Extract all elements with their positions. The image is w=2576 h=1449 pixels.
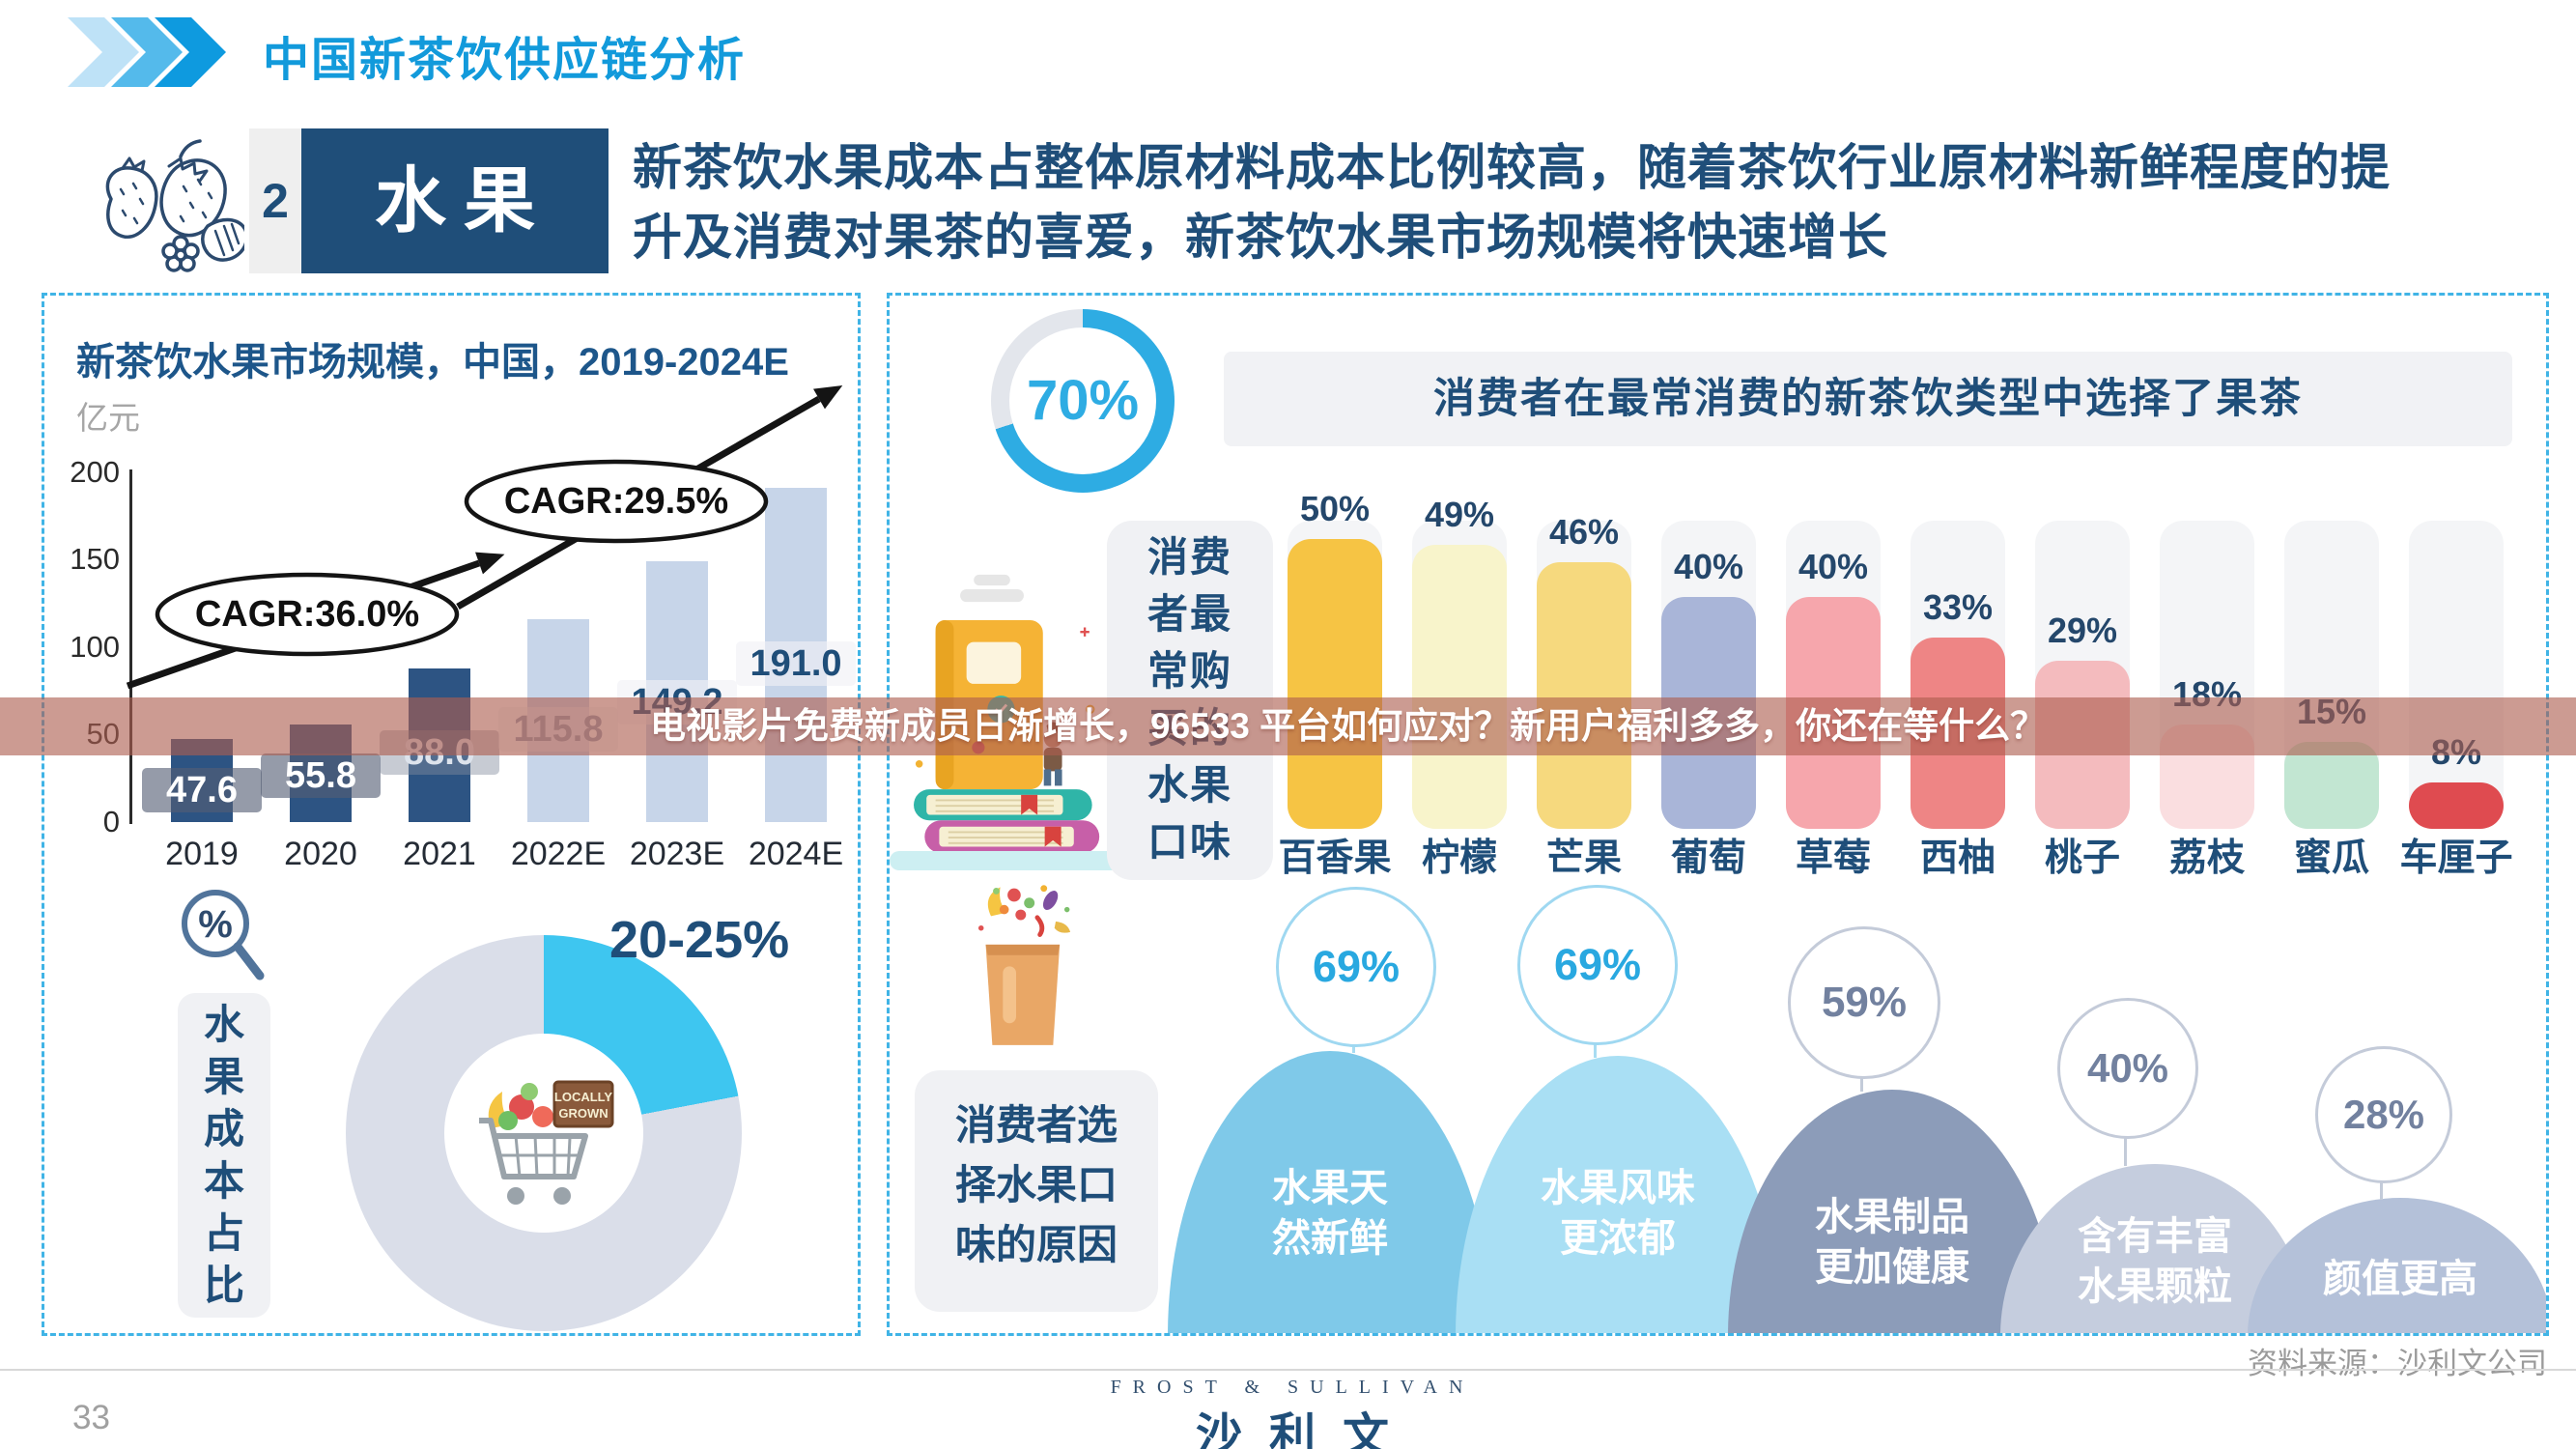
y-axis-line bbox=[129, 469, 132, 824]
dome-pulp-label: 含有丰富 水果颗粒 bbox=[2078, 1215, 2232, 1308]
name-lemon: 柠檬 bbox=[1421, 838, 1497, 879]
reason-circle-2: 69% bbox=[1517, 885, 1678, 1045]
watermark-banner: 电视影片免费新成员日渐增长，96533 平台如何应对？新用户福利多多，你还在等什… bbox=[0, 697, 2576, 755]
x-label-2019: 2019 bbox=[165, 836, 239, 872]
dome-health-label: 水果制品 更加健康 bbox=[1815, 1196, 1969, 1289]
chevron-arrows-icon bbox=[68, 17, 226, 87]
reason-pct-2: 69% bbox=[1553, 940, 1642, 989]
x-label-2023e: 2023E bbox=[629, 836, 725, 872]
fruit-bar-cherry bbox=[2409, 782, 2504, 829]
watermark-text: 电视影片免费新成员日渐增长，96533 平台如何应对？新用户福利多多，你还在等什… bbox=[650, 706, 2047, 746]
cost-share-box: 水 果 成 本 占 比 bbox=[178, 993, 270, 1318]
footer-logo-en: FROST & SULLIVAN bbox=[1110, 1377, 1475, 1398]
reasons-label: 消费者选 择水果口 味的原因 bbox=[954, 1102, 1118, 1267]
reason-pct-4: 40% bbox=[2086, 1045, 2169, 1091]
ring-value: 70% bbox=[1026, 369, 1140, 432]
connector-4 bbox=[2124, 1131, 2127, 1166]
y-tick-150: 150 bbox=[70, 542, 120, 576]
name-melon: 蜜瓜 bbox=[2293, 838, 2369, 879]
fruit-bar-lemon bbox=[1412, 545, 1507, 829]
cart-sign-line1: LOCALLY bbox=[554, 1090, 613, 1104]
section-number-box: 2 bbox=[249, 128, 301, 273]
cart-sign-line2: GROWN bbox=[558, 1106, 608, 1121]
fruit-tea-caption: 消费者在最常消费的新茶饮类型中选择了果茶 bbox=[1433, 376, 2303, 422]
reason-circle-4: 40% bbox=[2057, 998, 2198, 1139]
pct-grapefruit: 33% bbox=[1922, 587, 1994, 627]
books-shelf bbox=[890, 851, 1141, 870]
pct-lemon: 49% bbox=[1424, 495, 1495, 534]
market-size-panel: 新茶饮水果市场规模，中国，2019-2024E 亿元 200 150 100 5… bbox=[42, 293, 861, 1336]
name-passionfruit: 百香果 bbox=[1278, 838, 1392, 879]
dome-looks-label: 颜值更高 bbox=[2323, 1258, 2477, 1300]
name-cherry: 车厘子 bbox=[2399, 838, 2513, 879]
track-10 bbox=[2409, 521, 2504, 829]
fruit-bar-melon bbox=[2284, 742, 2379, 829]
pct-grape: 40% bbox=[1673, 547, 1744, 586]
cost-share-label: 水 果 成 本 占 比 bbox=[203, 1002, 244, 1308]
cost-share-donut: LOCALLY GROWN bbox=[346, 935, 742, 1331]
connector-3 bbox=[1860, 1071, 1863, 1092]
x-label-2024e: 2024E bbox=[748, 836, 844, 872]
reason-pct-5: 28% bbox=[2342, 1092, 2425, 1137]
left-chart-unit: 亿元 bbox=[76, 400, 140, 436]
pct-passionfruit: 50% bbox=[1299, 489, 1371, 528]
footer-divider bbox=[0, 1369, 2576, 1371]
page-title: 中国新茶饮供应链分析 bbox=[263, 35, 747, 86]
value-label-2020: 55.8 bbox=[261, 753, 381, 798]
left-chart-title: 新茶饮水果市场规模，中国，2019-2024E bbox=[76, 341, 789, 384]
consumer-panel: 70% 消费者在最常消费的新茶饮类型中选择了果茶 bbox=[887, 293, 2549, 1336]
section-category-box: 水果 bbox=[301, 128, 609, 273]
fruit-flavors-label: 消费 者最 常购 买的 水果 口味 bbox=[1146, 534, 1232, 865]
cost-share-value: 20-25% bbox=[609, 911, 790, 969]
name-grapefruit: 西柚 bbox=[1919, 838, 1996, 879]
reason-circle-5: 28% bbox=[2315, 1046, 2452, 1183]
value-label-2019: 47.6 bbox=[142, 768, 262, 812]
magnifier-percent-glyph: % bbox=[198, 903, 233, 946]
x-label-2022e: 2022E bbox=[510, 836, 607, 872]
fruit-tea-ring: 70% bbox=[991, 309, 1175, 493]
x-label-2020: 2020 bbox=[284, 836, 357, 872]
x-label-2021: 2021 bbox=[403, 836, 476, 872]
cagr-label-1: CAGR:36.0% bbox=[194, 594, 420, 635]
section-category-label: 水果 bbox=[375, 160, 552, 241]
fruit-tea-caption-bar: 消费者在最常消费的新茶饮类型中选择了果茶 bbox=[1224, 352, 2512, 446]
name-lychee: 荔枝 bbox=[2168, 838, 2245, 879]
y-tick-0: 0 bbox=[102, 805, 120, 838]
magnifier-percent-icon: % bbox=[182, 890, 265, 980]
y-tick-200: 200 bbox=[70, 455, 120, 489]
dome-flavor-label: 水果风味 更浓郁 bbox=[1541, 1167, 1695, 1260]
source-note: 资料来源：沙利文公司 bbox=[2248, 1347, 2547, 1380]
reasons-label-box: 消费者选 择水果口 味的原因 bbox=[915, 1070, 1158, 1312]
grocery-bag-fruits-icon bbox=[978, 885, 1071, 1045]
dome-fresh-label: 水果天 然新鲜 bbox=[1272, 1167, 1388, 1260]
name-mango: 芒果 bbox=[1545, 838, 1622, 879]
cagr-label-2: CAGR:29.5% bbox=[503, 481, 729, 522]
name-strawberry: 草莓 bbox=[1795, 838, 1871, 879]
page-number: 33 bbox=[72, 1399, 110, 1436]
reason-pct-1: 69% bbox=[1312, 942, 1401, 991]
value-label-2024e: 191.0 bbox=[736, 641, 856, 686]
strawberry-icon bbox=[105, 139, 244, 272]
ring-hole: 70% bbox=[1009, 327, 1156, 474]
y-tick-100: 100 bbox=[70, 630, 120, 664]
footer-logo-cn: 沙利文 bbox=[1195, 1410, 1416, 1449]
name-peach: 桃子 bbox=[2044, 838, 2120, 879]
connector-5 bbox=[2380, 1176, 2383, 1200]
shopping-cart-locally-grown-icon: LOCALLY GROWN bbox=[479, 1080, 614, 1205]
section-number: 2 bbox=[262, 174, 289, 228]
section-headline: 新茶饮水果成本占整体原材料成本比例较高，随着茶饮行业原材料新鲜程度的提 升及消费… bbox=[633, 140, 2392, 265]
donut-hole: LOCALLY GROWN bbox=[444, 1034, 643, 1233]
fruit-bar-passionfruit bbox=[1288, 539, 1382, 829]
fruit-bar-mango bbox=[1537, 562, 1631, 829]
name-grape: 葡萄 bbox=[1670, 838, 1746, 879]
pct-strawberry: 40% bbox=[1798, 547, 1869, 586]
reason-circle-3: 59% bbox=[1788, 926, 1940, 1079]
connector-2 bbox=[1594, 1036, 1597, 1058]
reason-circle-1: 69% bbox=[1276, 887, 1436, 1047]
pct-mango: 46% bbox=[1548, 512, 1620, 552]
pct-peach: 29% bbox=[2047, 611, 2118, 650]
reason-pct-3: 59% bbox=[1821, 979, 1908, 1026]
